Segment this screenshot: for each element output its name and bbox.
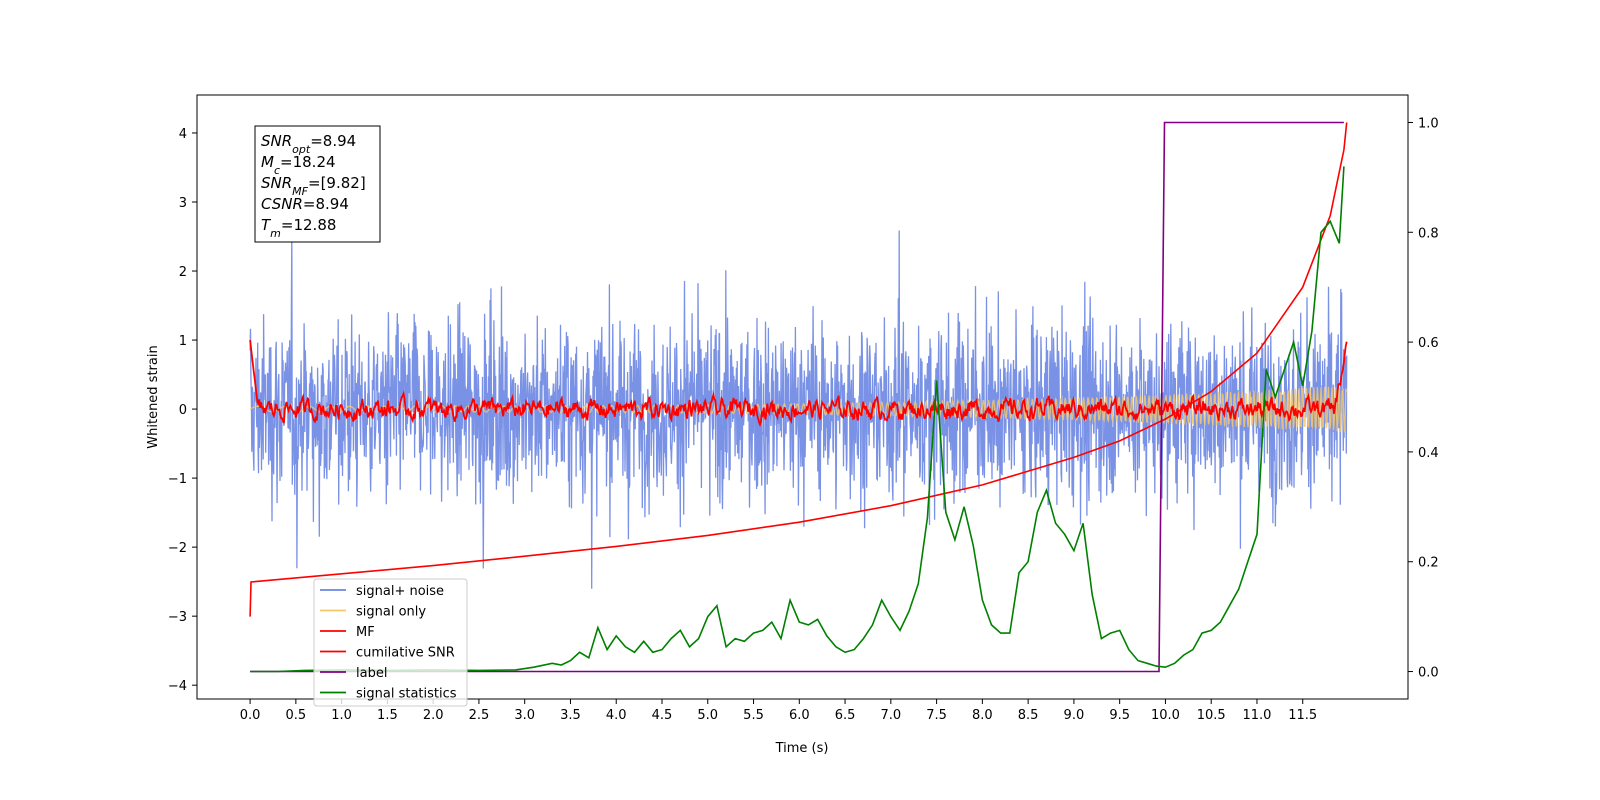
x-tick-label: 1.0 [331, 708, 352, 723]
x-tick-label: 9.5 [1109, 708, 1130, 723]
series-layer [249, 121, 1348, 673]
x-axis-label: Time (s) [775, 741, 829, 756]
x-tick-label: 11.0 [1242, 708, 1271, 723]
legend: signal+ noise signal only MF cumilative SNR… [313, 578, 468, 707]
series-signal-only [249, 386, 1348, 433]
y-left-tick-label: 4 [179, 127, 187, 142]
series-signal-statistics [250, 166, 1345, 673]
y-left-tick-label: −4 [168, 679, 187, 694]
y-left-tick-label: −1 [168, 472, 187, 487]
y-right-tick-label: 1.0 [1418, 116, 1439, 131]
stats-box: SNRopt=8.94Mc=18.24SNRMF=[9.82]CSNR=8.94… [254, 125, 381, 243]
x-tick-label: 8.0 [972, 708, 993, 723]
x-tick-label: 10.0 [1151, 708, 1180, 723]
y-right-tick-label: 0.6 [1418, 336, 1439, 351]
x-tick-label: 3.0 [514, 708, 535, 723]
y-right-tick-label: 0.2 [1418, 556, 1439, 571]
y-right-tick-label: 0.8 [1418, 226, 1439, 241]
stats-line: Mc=18.24 [261, 153, 336, 177]
y-right-tick-label: 0.4 [1418, 446, 1439, 461]
y-left-tick-label: 0 [179, 403, 187, 418]
y-left-tick-label: −2 [168, 541, 187, 556]
legend-label: MF [356, 625, 375, 640]
x-tick-label: 2.5 [469, 708, 490, 723]
legend-label: signal only [356, 605, 426, 620]
legend-label: signal statistics [356, 687, 457, 702]
x-tick-label: 4.5 [652, 708, 673, 723]
x-tick-label: 1.5 [377, 708, 398, 723]
x-tick-label: 11.5 [1288, 708, 1317, 723]
y-left-tick-label: 1 [179, 334, 187, 349]
legend-label: signal+ noise [356, 584, 444, 599]
plot-frame [196, 94, 1409, 700]
x-tick-label: 3.5 [560, 708, 581, 723]
legend-label: cumilative SNR [356, 646, 455, 661]
x-tick-label: 4.0 [606, 708, 627, 723]
stats-line: SNRMF=[9.82] [261, 174, 366, 198]
x-tick-label: 5.5 [743, 708, 764, 723]
stats-box-frame [254, 125, 381, 243]
x-tick-label: 0.0 [240, 708, 261, 723]
stats-line: Tm=12.88 [261, 216, 336, 240]
legend-label: label [356, 666, 387, 681]
x-tick-label: 6.0 [789, 708, 810, 723]
x-axis: 0.0 0.5 1.0 1.5 2.0 2.5 3.0 3.5 4.0 4.5 5.0 5.5 6.0 6… [240, 699, 1317, 723]
y-left-tick-label: 2 [179, 265, 187, 280]
x-tick-label: 10.5 [1197, 708, 1226, 723]
y-left-tick-label: 3 [179, 196, 187, 211]
x-tick-label: 5.0 [697, 708, 718, 723]
x-tick-label: 7.5 [926, 708, 947, 723]
y-axis-right: 1.0 0.8 0.6 0.4 0.2 0.0 [1408, 116, 1439, 681]
y-axis-left: 4 3 2 1 0 −1 −2 −3 −4 [168, 127, 197, 694]
y-right-tick-label: 0.0 [1418, 666, 1439, 681]
series-cumulative-snr [249, 122, 1348, 617]
series-label [250, 121, 1344, 673]
stats-line: CSNR=8.94 [261, 195, 349, 213]
x-tick-label: 8.5 [1018, 708, 1039, 723]
x-tick-label: 9.0 [1064, 708, 1085, 723]
y-left-tick-label: −3 [168, 610, 187, 625]
y-axis-label: Whitened strain [146, 345, 161, 448]
x-tick-label: 0.5 [286, 708, 307, 723]
x-tick-label: 6.5 [835, 708, 856, 723]
x-tick-label: 7.0 [880, 708, 901, 723]
x-tick-label: 2.0 [423, 708, 444, 723]
legend-frame [313, 578, 468, 707]
series-mf [249, 339, 1348, 427]
stats-line: SNRopt=8.94 [261, 132, 356, 156]
